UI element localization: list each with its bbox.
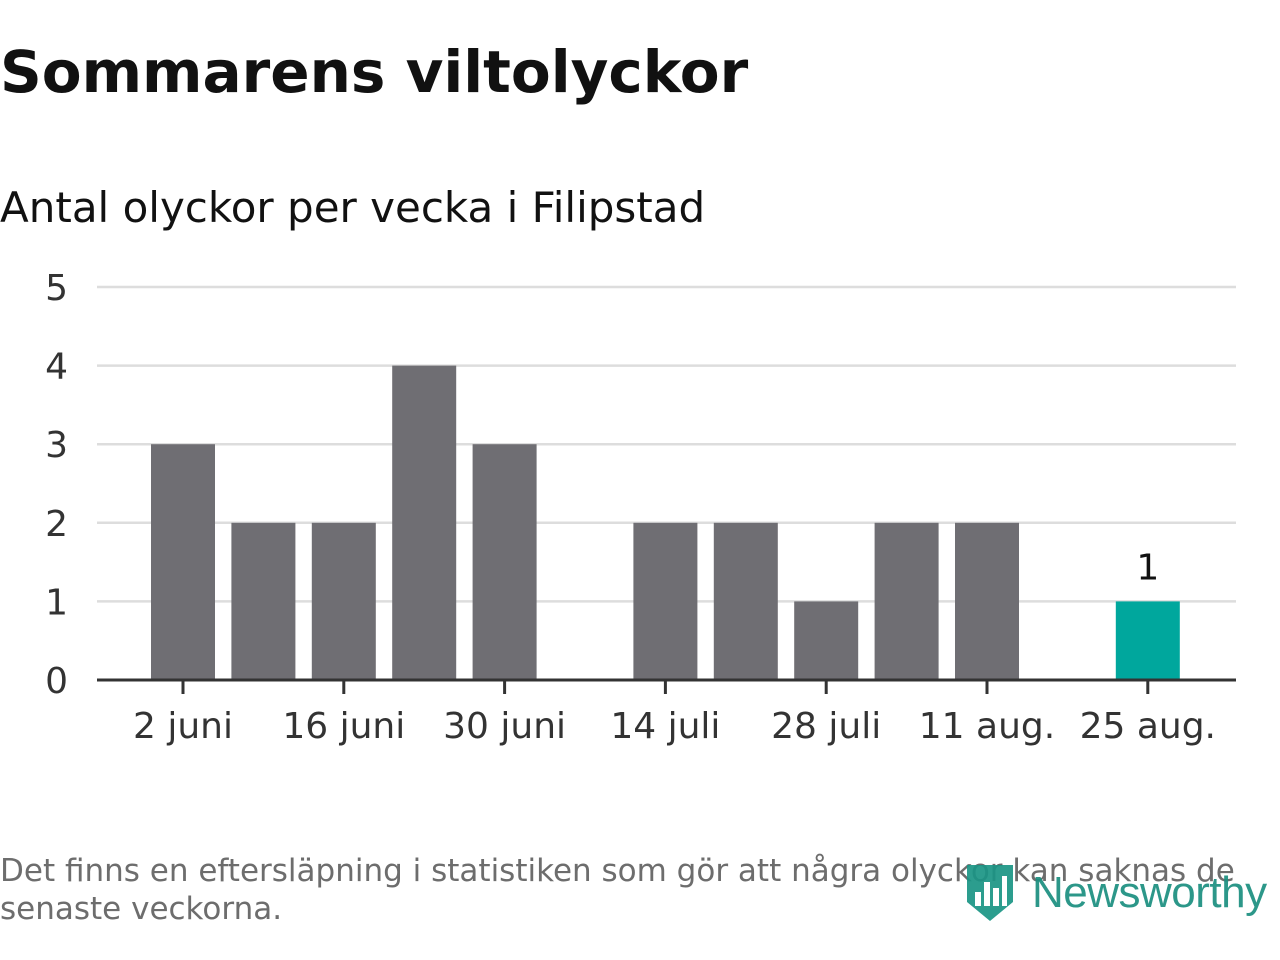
x-tick-label: 11 aug. bbox=[919, 706, 1055, 747]
footnote: Det finns en eftersläpning i statistiken… bbox=[0, 853, 1235, 927]
bar-2-juni bbox=[151, 444, 215, 680]
brand-name: Newsworthy bbox=[1032, 868, 1267, 917]
y-tick-label: 3 bbox=[45, 425, 68, 466]
bar-14-juli bbox=[633, 522, 698, 680]
bar-28-juli bbox=[794, 601, 859, 680]
data-label: 1 bbox=[1136, 547, 1159, 588]
y-axis-tick-labels: 0 1 2 3 4 5 bbox=[45, 268, 68, 702]
x-tick-label: 16 juni bbox=[282, 706, 405, 747]
bar-chart-shield-icon bbox=[967, 865, 1013, 921]
x-axis-tick-labels: 2 juni 16 juni 30 juni 14 juli 28 juli 11 aug… bbox=[133, 706, 1216, 747]
bar-21-juli bbox=[713, 522, 778, 680]
bar-11-aug bbox=[955, 522, 1019, 680]
bar-25-aug bbox=[1115, 601, 1180, 680]
bar-23-juni bbox=[392, 365, 457, 680]
newsworthy-logo: Newsworthy bbox=[964, 858, 1267, 928]
chart-subtitle: Antal olyckor per vecka i Filipstad bbox=[0, 183, 706, 232]
x-tick-label: 2 juni bbox=[133, 706, 233, 747]
y-tick-label: 5 bbox=[45, 268, 68, 309]
bar-30-juni bbox=[472, 444, 537, 680]
bar-chart: 1 0 1 2 3 4 5 2 juni 16 juni 30 juni 14 juli 28 j… bbox=[45, 268, 1236, 747]
bar-16-juni bbox=[311, 522, 376, 680]
y-tick-label: 2 bbox=[45, 504, 68, 545]
bar-9-juni bbox=[231, 522, 296, 680]
y-tick-label: 0 bbox=[45, 661, 68, 702]
chart-title: Sommarens viltolyckor bbox=[0, 38, 749, 106]
x-tick-label: 25 aug. bbox=[1080, 706, 1216, 747]
x-axis bbox=[97, 678, 1236, 694]
data-labels: 1 bbox=[1136, 547, 1159, 588]
x-tick-label: 28 juli bbox=[771, 706, 881, 747]
x-tick-label: 30 juni bbox=[443, 706, 566, 747]
y-tick-label: 1 bbox=[45, 582, 68, 623]
bar-4-aug bbox=[874, 522, 939, 680]
x-tick-label: 14 juli bbox=[610, 706, 720, 747]
bars bbox=[151, 365, 1180, 680]
y-tick-label: 4 bbox=[45, 347, 68, 388]
